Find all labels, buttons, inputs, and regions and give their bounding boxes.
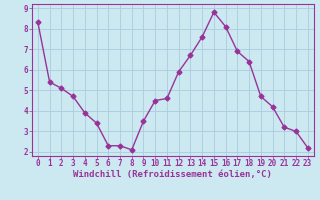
X-axis label: Windchill (Refroidissement éolien,°C): Windchill (Refroidissement éolien,°C)	[73, 170, 272, 179]
